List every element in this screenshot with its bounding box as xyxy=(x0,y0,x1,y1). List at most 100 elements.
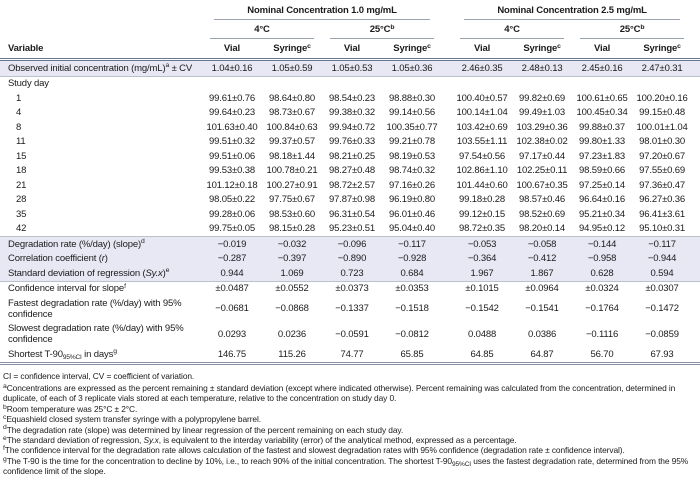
value-cell: 95.10±0.31 xyxy=(639,223,686,234)
abbreviation-note: CI = confidence interval, CV = coefficie… xyxy=(3,370,195,381)
temperature-header: 25°Cb xyxy=(572,20,692,39)
group-gap-cell xyxy=(442,222,452,237)
value-cell: ±0.0552 xyxy=(262,280,322,296)
group-gap-cell xyxy=(442,280,453,296)
value-cell xyxy=(382,75,443,91)
value-cell: 96.27±0.36 xyxy=(639,194,686,205)
container-header: Vial xyxy=(572,39,633,61)
value-cell: ±0.0307 xyxy=(632,280,693,296)
table-row: 15 99.51±0.06 98.18±1.44 98.21±0.25 98.19±0.… xyxy=(0,149,700,164)
value-cell: 97.25±0.14 xyxy=(579,179,626,191)
value-cell: 74.77 xyxy=(322,347,382,365)
group-gap-cell xyxy=(442,164,452,179)
value-cell: 98.52±0.69 xyxy=(519,208,566,220)
value-cell: −0.053 xyxy=(452,236,513,252)
value-cell: 99.82±0.69 xyxy=(519,92,566,104)
footnote: eThe standard deviation of regression, S… xyxy=(3,434,517,445)
value-cell: 99.94±0.72 xyxy=(329,121,375,133)
value-cell: 95.23±0.51 xyxy=(329,223,375,234)
row-label: Degradation rate (%/day) (slope)d xyxy=(0,236,202,252)
value-cell: 97.55±0.69 xyxy=(639,165,686,176)
value-cell: 98.74±0.32 xyxy=(389,165,436,176)
table-row: Study day xyxy=(0,75,700,91)
value-cell xyxy=(572,75,633,91)
group-gap-cell xyxy=(442,322,452,348)
row-label: 18 xyxy=(16,165,27,176)
value-cell xyxy=(632,75,693,91)
table-row: 8 101.63±0.40 100.84±0.63 99.94±0.72 100.35±… xyxy=(0,120,700,135)
value-cell: 98.01±0.30 xyxy=(639,136,686,147)
value-cell: 99.75±0.05 xyxy=(209,223,255,234)
value-cell: 0.0236 xyxy=(277,328,307,340)
row-label: 8 xyxy=(16,121,22,133)
value-cell: ±0.1015 xyxy=(452,280,513,296)
value-cell: −0.0868 xyxy=(275,303,309,314)
value-cell: 102.86±1.10 xyxy=(456,165,508,176)
value-cell: 98.72±2.57 xyxy=(329,179,375,191)
value-cell: 99.14±0.56 xyxy=(389,107,436,118)
value-cell: 0.628 xyxy=(572,266,633,281)
table-row: 1 99.61±0.76 98.64±0.80 98.54±0.23 98.88±0.3… xyxy=(0,91,700,106)
group-header: Nominal Concentration 1.0 mg/mL xyxy=(202,4,442,20)
right-pad-cell xyxy=(692,120,700,135)
value-cell: 100.01±1.04 xyxy=(636,121,688,133)
value-cell: −0.1764 xyxy=(585,303,619,314)
value-cell: 100.27±0.91 xyxy=(266,179,318,191)
group-gap-cell xyxy=(442,207,452,222)
value-cell: 99.37±0.57 xyxy=(269,136,315,147)
group-gap-cell xyxy=(442,347,453,365)
value-cell xyxy=(452,75,513,91)
value-cell: 99.64±0.23 xyxy=(209,107,255,118)
header-row-groups: Variable Nominal Concentration 1.0 mg/mL N… xyxy=(0,4,700,61)
value-cell: 64.87 xyxy=(512,347,573,365)
group-gap-cell xyxy=(442,178,452,193)
value-cell: 100.84±0.63 xyxy=(266,121,318,133)
value-cell: 96.19±0.80 xyxy=(389,194,436,205)
header-row-temps: 4°C 25°Cb 4°C 25°Cb xyxy=(0,20,700,39)
value-cell: 98.72±0.35 xyxy=(459,223,506,234)
value-cell: 96.31±0.54 xyxy=(329,208,375,220)
group-header-label: Nominal Concentration 2.5 mg/mL xyxy=(464,4,681,20)
container-header: Syringec xyxy=(262,39,322,61)
value-cell: 0.0293 xyxy=(217,328,247,340)
row-label: Confidence interval for slopef xyxy=(0,280,202,296)
value-cell: 99.61±0.76 xyxy=(209,92,255,104)
container-header: Syringec xyxy=(632,39,693,61)
value-cell: 0.723 xyxy=(322,266,382,281)
container-header: Vial xyxy=(322,39,382,61)
value-cell: 99.53±0.38 xyxy=(209,165,255,176)
value-cell: 100.45±0.34 xyxy=(576,107,628,118)
table-row: Confidence interval for slopef ±0.0487 ±0.… xyxy=(0,280,700,296)
value-cell: 99.51±0.06 xyxy=(209,150,255,162)
value-cell: 0.594 xyxy=(632,266,693,281)
right-pad-cell xyxy=(692,75,700,91)
value-cell: −0.928 xyxy=(382,251,443,266)
right-pad-cell xyxy=(692,164,700,179)
value-cell: 0.944 xyxy=(202,266,262,281)
value-cell: 103.29±0.36 xyxy=(516,121,568,133)
value-cell: 100.61±0.65 xyxy=(576,92,628,104)
value-cell: 98.54±0.23 xyxy=(329,92,375,104)
table-row: 35 99.28±0.06 98.53±0.60 96.31±0.54 96.01±0.… xyxy=(0,207,700,222)
value-cell: 1.05±0.59 xyxy=(262,59,322,76)
value-cell: −0.412 xyxy=(512,251,573,266)
row-label: Study day xyxy=(0,75,202,91)
stability-table: Variable Nominal Concentration 1.0 mg/mL N… xyxy=(0,4,700,365)
table-row: 18 99.53±0.38 100.78±0.21 98.27±0.48 98.74±0… xyxy=(0,164,700,179)
row-label: 1 xyxy=(16,92,22,104)
value-cell xyxy=(262,75,322,91)
value-cell: −0.117 xyxy=(632,236,693,252)
value-cell: 99.76±0.33 xyxy=(329,136,375,147)
value-cell: 96.41±3.61 xyxy=(639,208,686,220)
value-cell: 98.57±0.46 xyxy=(519,194,566,205)
group-gap-cell xyxy=(442,91,452,106)
table-row: Degradation rate (%/day) (slope)d −0.019−… xyxy=(0,236,700,252)
group-gap-cell xyxy=(442,193,452,208)
row-label: Fastest degradation rate (%/day) with 95… xyxy=(8,297,182,320)
value-cell: 100.40±0.57 xyxy=(456,92,508,104)
temperature-header-label: 4°C xyxy=(460,23,565,39)
value-cell: ±0.0324 xyxy=(572,280,633,296)
value-cell: 0.684 xyxy=(382,266,443,281)
footnotes: CI = confidence interval, CV = coefficie… xyxy=(0,371,700,477)
